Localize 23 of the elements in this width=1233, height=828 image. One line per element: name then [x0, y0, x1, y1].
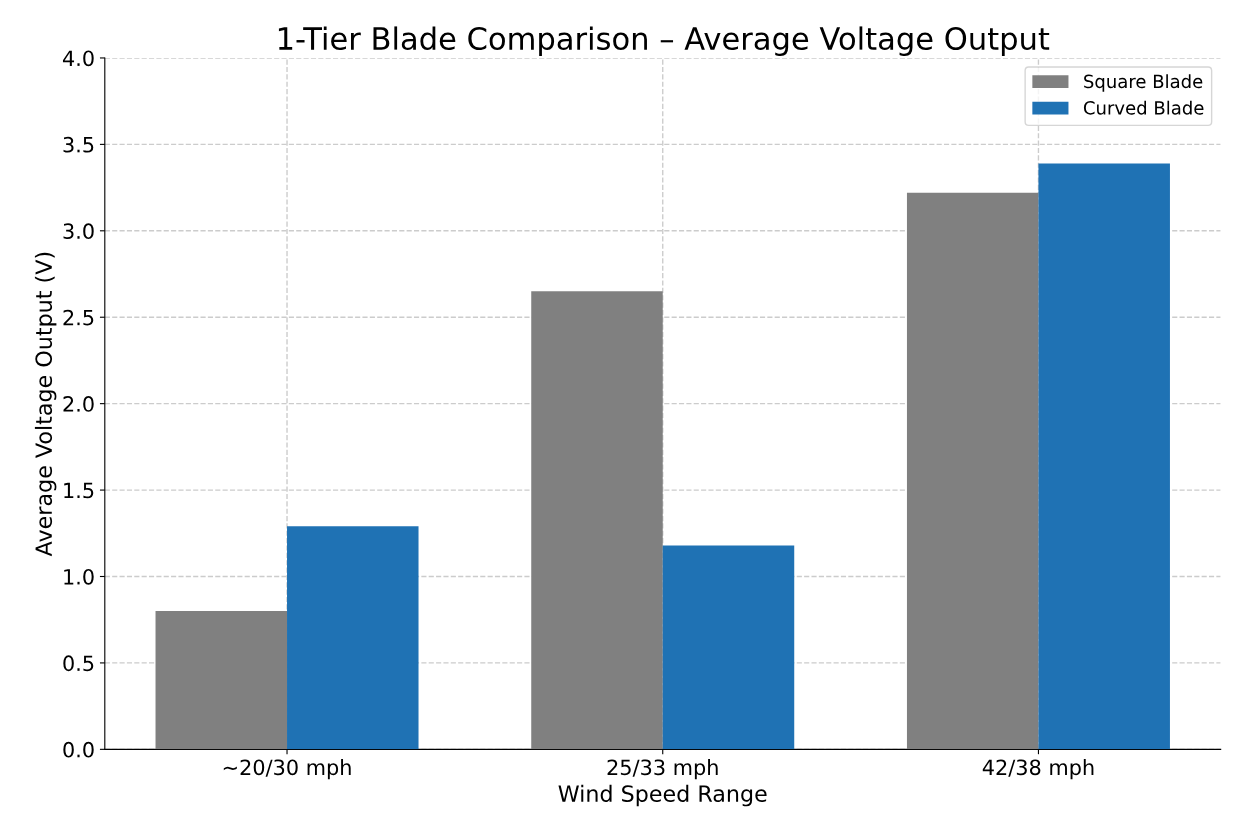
- bar: [906, 192, 1039, 750]
- y-tick-label: 0.5: [63, 655, 94, 672]
- y-tick-label: 4.0: [62, 50, 94, 67]
- bar: [1038, 163, 1170, 750]
- y-axis-title: Average Voltage Output (V): [34, 252, 57, 557]
- y-tick-label: 2.5: [63, 309, 94, 326]
- x-tick-label: 25/33 mph: [607, 759, 718, 780]
- chart-title: 1-Tier Blade Comparison – Average Voltage Output: [278, 26, 1050, 56]
- y-tick-label: 1.5: [64, 482, 94, 499]
- bar: [531, 291, 663, 750]
- bar: [155, 611, 288, 750]
- y-tick-label: 0.0: [63, 741, 94, 758]
- y-tick-label: 2.0: [63, 396, 94, 412]
- bar: [287, 526, 419, 750]
- x-tick-label: 42/38 mph: [982, 759, 1094, 780]
- x-axis-title: Wind Speed Range: [558, 784, 767, 807]
- legend-label: Square Blade: [1084, 74, 1203, 92]
- legend-label: Curved Blade: [1083, 100, 1204, 115]
- y-tick-label: 3.5: [63, 136, 94, 153]
- x-tick-label: ~20/30 mph: [223, 759, 351, 780]
- y-tick-label: 1.0: [64, 568, 94, 585]
- y-tick-label: 3.0: [63, 223, 94, 240]
- bar: [662, 545, 795, 750]
